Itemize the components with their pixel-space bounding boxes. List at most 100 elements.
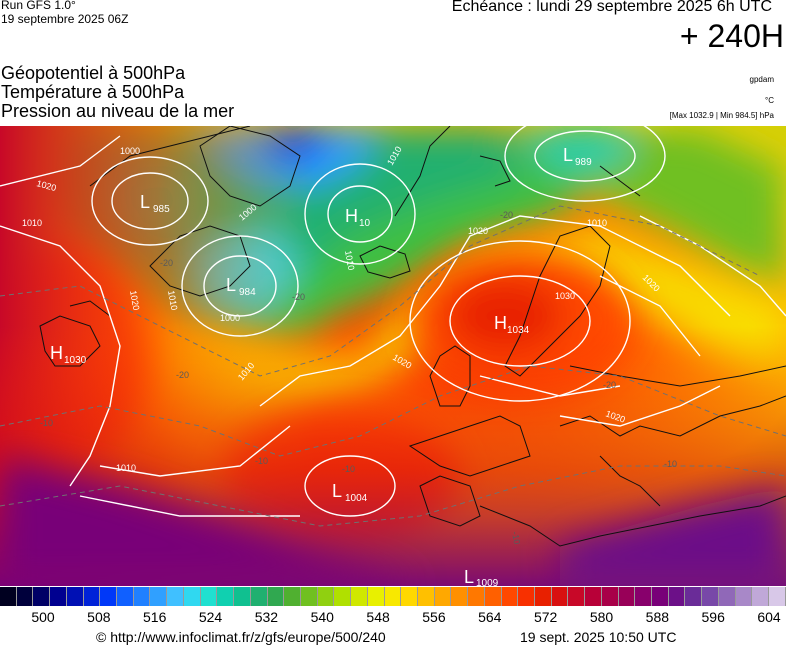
color-swatch bbox=[652, 587, 669, 606]
param-temperature: Température à 500hPa bbox=[1, 82, 185, 102]
color-swatch bbox=[150, 587, 168, 606]
temp-label: -20 bbox=[603, 380, 616, 390]
isobar-label: 1000 bbox=[220, 313, 240, 323]
isobar-label: 1010 bbox=[343, 250, 356, 271]
temp-label: -10 bbox=[40, 418, 53, 428]
source-url: © http://www.infoclimat.fr/z/gfs/europe/… bbox=[96, 629, 386, 645]
color-tick-label: 556 bbox=[422, 609, 446, 625]
color-swatch bbox=[417, 587, 435, 606]
isobar-label: 1010 bbox=[22, 218, 42, 228]
color-swatch bbox=[685, 587, 703, 606]
color-swatch bbox=[133, 587, 151, 606]
color-swatch bbox=[401, 587, 418, 606]
forecast-valid-time: Echéance : lundi 29 septembre 2025 6h UT… bbox=[451, 0, 772, 15]
center-value-3: 10 bbox=[359, 218, 371, 229]
generated-time: 19 sept. 2025 10:50 UTC bbox=[520, 629, 677, 645]
color-swatch bbox=[769, 587, 786, 606]
color-swatch bbox=[351, 587, 368, 606]
isobar-label: 1020 bbox=[468, 226, 488, 236]
color-swatch bbox=[518, 587, 535, 606]
color-swatch bbox=[601, 587, 619, 606]
color-tick-label: 596 bbox=[701, 609, 725, 625]
color-swatch bbox=[752, 587, 770, 606]
coastlines bbox=[39, 126, 786, 547]
color-swatch bbox=[217, 587, 235, 606]
color-tick-label: 532 bbox=[254, 609, 279, 625]
isobar-label: 1010 bbox=[116, 463, 136, 473]
color-swatch bbox=[668, 587, 686, 606]
temp-label: -10 bbox=[510, 531, 522, 546]
pressure-max-min: [Max 1032.9 | Min 984.5] hPa bbox=[669, 111, 774, 120]
temp-label: -20 bbox=[292, 292, 305, 302]
color-swatch bbox=[468, 587, 485, 606]
color-tick-label: 572 bbox=[533, 609, 558, 625]
center-value-5: 1034 bbox=[507, 325, 530, 336]
color-swatch bbox=[33, 587, 51, 606]
color-swatch bbox=[83, 587, 101, 606]
center-letter-6: L bbox=[332, 481, 342, 501]
color-swatch bbox=[117, 587, 134, 606]
color-swatch bbox=[635, 587, 653, 606]
color-tick-label: 516 bbox=[143, 609, 167, 625]
center-value-0: 985 bbox=[153, 204, 170, 215]
center-value-6: 1004 bbox=[345, 493, 368, 504]
color-swatch bbox=[317, 587, 335, 606]
color-scale-bar bbox=[0, 587, 786, 606]
color-swatch bbox=[551, 587, 569, 606]
pressure-centers: L 985 L 984 H 1030 H 10 L 989 H 1034 L 1… bbox=[50, 145, 592, 586]
center-value-1: 984 bbox=[239, 287, 256, 298]
isobar-label: 1020 bbox=[128, 290, 141, 311]
geopotential-lines bbox=[0, 205, 786, 527]
color-swatch bbox=[100, 587, 118, 606]
color-swatch bbox=[735, 587, 753, 606]
color-swatch bbox=[200, 587, 218, 606]
center-letter-7: L bbox=[464, 567, 474, 586]
unit-gpdam: gpdam bbox=[749, 75, 774, 84]
color-tick-label: 540 bbox=[310, 609, 334, 625]
color-swatch bbox=[334, 587, 352, 606]
isobar-label: 1030 bbox=[555, 291, 575, 301]
temp-label: -20 bbox=[176, 370, 189, 380]
color-tick-label: 588 bbox=[645, 609, 670, 625]
color-swatch bbox=[250, 587, 268, 606]
color-swatch bbox=[451, 587, 469, 606]
isobars bbox=[0, 126, 786, 517]
color-swatch bbox=[16, 587, 34, 606]
isobar-label: 1000 bbox=[120, 146, 140, 156]
param-geopotential: Géopotentiel à 500hPa bbox=[1, 63, 186, 83]
temp-label: -20 bbox=[500, 210, 513, 220]
temp-label: -10 bbox=[664, 459, 677, 469]
color-swatch bbox=[234, 587, 251, 606]
color-tick-label: 548 bbox=[366, 609, 390, 625]
color-tick-label: 508 bbox=[87, 609, 111, 625]
color-swatch bbox=[618, 587, 636, 606]
color-tick-label: 604 bbox=[757, 609, 781, 625]
temperature-labels: -20 -20 -20 -20 -10 -10 -10 -10 -20 -10 bbox=[40, 210, 677, 545]
color-swatch bbox=[568, 587, 586, 606]
color-swatch bbox=[0, 587, 17, 606]
color-swatch bbox=[300, 587, 318, 606]
temp-label: -10 bbox=[342, 464, 355, 474]
color-swatch bbox=[384, 587, 402, 606]
color-swatch bbox=[484, 587, 502, 606]
isobar-label: 1010 bbox=[166, 290, 179, 311]
color-swatch bbox=[167, 587, 184, 606]
color-swatch bbox=[702, 587, 719, 606]
center-letter-0: L bbox=[140, 192, 150, 212]
center-value-4: 989 bbox=[575, 157, 592, 168]
color-swatch bbox=[367, 587, 385, 606]
color-swatch bbox=[183, 587, 201, 606]
color-tick-label: 500 bbox=[31, 609, 55, 625]
color-swatch bbox=[501, 587, 519, 606]
color-swatch bbox=[284, 587, 301, 606]
center-letter-1: L bbox=[226, 275, 236, 295]
color-swatch bbox=[535, 587, 552, 606]
color-tick-label: 580 bbox=[589, 609, 614, 625]
center-letter-3: H bbox=[345, 206, 358, 226]
unit-celsius: °C bbox=[765, 96, 774, 105]
param-pressure: Pression au niveau de la mer bbox=[1, 101, 235, 121]
center-letter-4: L bbox=[563, 145, 573, 165]
center-letter-2: H bbox=[50, 343, 63, 363]
color-swatch bbox=[585, 587, 602, 606]
color-swatch bbox=[434, 587, 452, 606]
